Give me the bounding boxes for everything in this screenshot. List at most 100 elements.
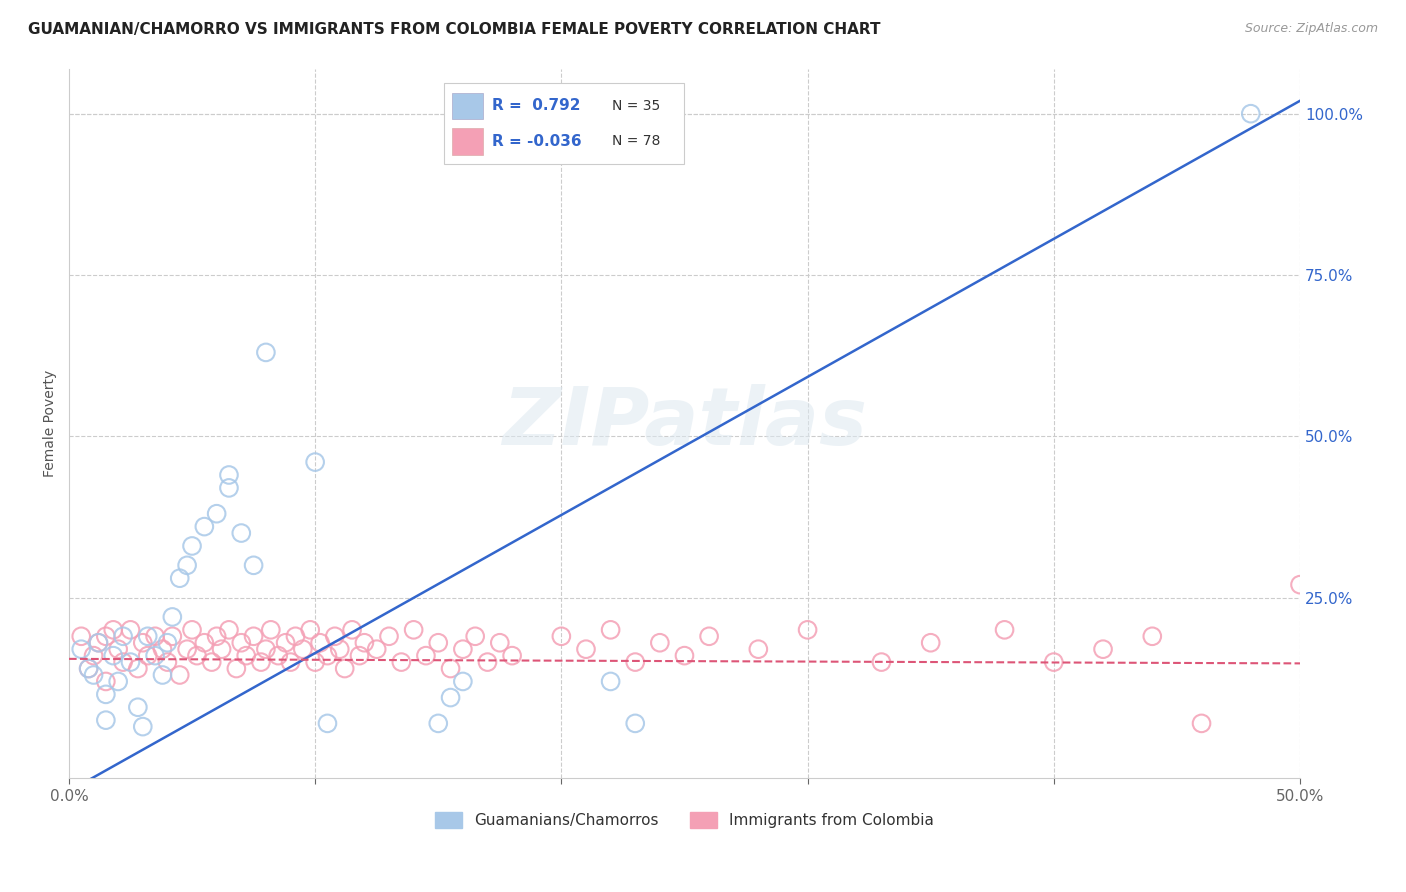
Point [439,690,461,705]
Point [353,636,375,650]
Point [477,655,499,669]
Point [439,661,461,675]
Point [329,642,352,657]
Point [94,713,117,727]
Point [162,629,184,643]
Point [624,716,647,731]
Point [83,668,105,682]
Point [274,636,297,650]
Point [366,642,388,657]
Point [132,636,155,650]
Point [218,481,240,495]
Point [316,716,339,731]
Point [267,648,290,663]
Point [309,636,332,650]
Point [1142,629,1164,643]
Point [70,642,93,657]
Point [464,629,486,643]
Point [389,655,412,669]
Point [624,655,647,669]
Point [83,648,105,663]
Point [648,636,671,650]
Point [127,661,149,675]
Point [176,642,198,657]
Point [920,636,942,650]
Point [94,687,117,701]
Point [193,636,215,650]
Point [427,636,450,650]
Y-axis label: Female Poverty: Female Poverty [44,370,58,477]
Point [451,674,474,689]
Point [316,648,339,663]
Point [415,648,437,663]
Point [181,623,204,637]
Point [323,629,346,643]
Point [94,629,117,643]
Point [299,623,322,637]
Point [378,629,401,643]
Point [112,629,135,643]
Point [796,623,818,637]
Point [870,655,893,669]
Text: ZIPatlas: ZIPatlas [502,384,868,462]
Point [280,655,302,669]
Point [242,629,264,643]
Point [103,623,125,637]
Point [132,720,155,734]
Point [599,623,621,637]
Point [225,661,247,675]
Point [136,648,159,663]
Point [550,629,572,643]
Point [103,648,125,663]
Point [254,642,277,657]
Point [1043,655,1066,669]
Point [107,674,129,689]
Point [152,668,174,682]
Point [284,629,307,643]
Point [193,519,215,533]
Point [340,623,363,637]
Point [575,642,598,657]
Point [747,642,769,657]
Point [254,345,277,359]
Point [136,629,159,643]
Point [120,655,142,669]
Point [1092,642,1115,657]
Point [427,716,450,731]
Legend: Guamanians/Chamorros, Immigrants from Colombia: Guamanians/Chamorros, Immigrants from Co… [429,806,941,834]
Point [152,642,174,657]
Text: Source: ZipAtlas.com: Source: ZipAtlas.com [1244,22,1378,36]
Point [235,648,257,663]
Point [176,558,198,573]
Point [218,623,240,637]
Point [162,610,184,624]
Point [70,629,93,643]
Point [250,655,273,669]
Point [120,623,142,637]
Point [304,655,326,669]
Point [218,467,240,482]
Point [501,648,523,663]
Point [205,507,228,521]
Point [107,642,129,657]
Point [181,539,204,553]
Point [143,648,166,663]
Text: GUAMANIAN/CHAMORRO VS IMMIGRANTS FROM COLOMBIA FEMALE POVERTY CORRELATION CHART: GUAMANIAN/CHAMORRO VS IMMIGRANTS FROM CO… [28,22,880,37]
Point [143,629,166,643]
Point [169,668,191,682]
Point [349,648,371,663]
Point [1240,106,1263,120]
Point [112,655,135,669]
Point [488,636,510,650]
Point [87,636,110,650]
Point [451,642,474,657]
Point [169,571,191,585]
Point [673,648,696,663]
Point [211,642,233,657]
Point [87,636,110,650]
Point [156,636,179,650]
Point [201,655,224,669]
Point [156,655,179,669]
Point [231,636,253,650]
Point [205,629,228,643]
